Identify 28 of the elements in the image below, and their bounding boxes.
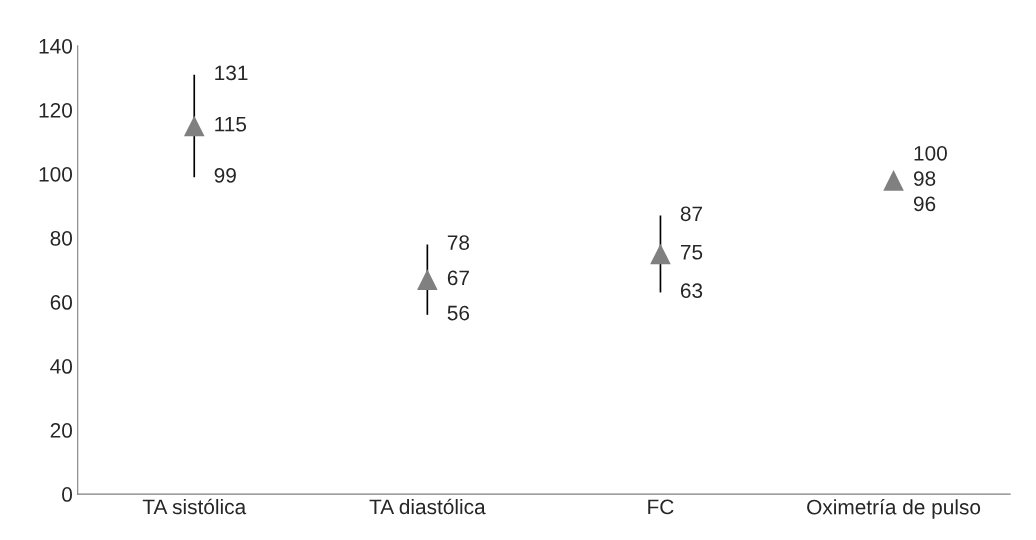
x-tick-label: TA diastólica	[369, 498, 486, 515]
point	[883, 170, 904, 191]
annotation: 78	[447, 235, 470, 250]
y-tick-label: 0	[62, 487, 73, 502]
y-tick-label: 40	[50, 359, 73, 374]
x-tick-label: TA sistólica	[142, 498, 247, 515]
annotation: 100	[914, 145, 947, 161]
data-label: 67	[447, 270, 469, 286]
data-label: 75	[680, 245, 703, 260]
y-tick-label: 60	[50, 295, 73, 310]
point	[183, 115, 205, 137]
y-tick-label: 140	[39, 38, 73, 54]
y-tick-label: 80	[50, 230, 73, 246]
data-label: 98	[913, 171, 936, 186]
point	[417, 269, 438, 290]
point	[650, 243, 671, 265]
annotation: 131	[215, 65, 248, 81]
annotation: 56	[447, 305, 470, 321]
x-tick-label: Oximetría de pulso	[807, 498, 981, 519]
x-tick-label: FC	[648, 499, 674, 515]
y-tick-label: 100	[39, 166, 73, 182]
data-label: 115	[215, 116, 247, 132]
annotation: 96	[913, 196, 936, 212]
annotation: 99	[214, 168, 236, 183]
annotation: 63	[680, 283, 703, 298]
y-tick-label: 20	[50, 423, 73, 438]
y-tick-label: 120	[39, 102, 73, 118]
annotation: 87	[680, 206, 703, 222]
